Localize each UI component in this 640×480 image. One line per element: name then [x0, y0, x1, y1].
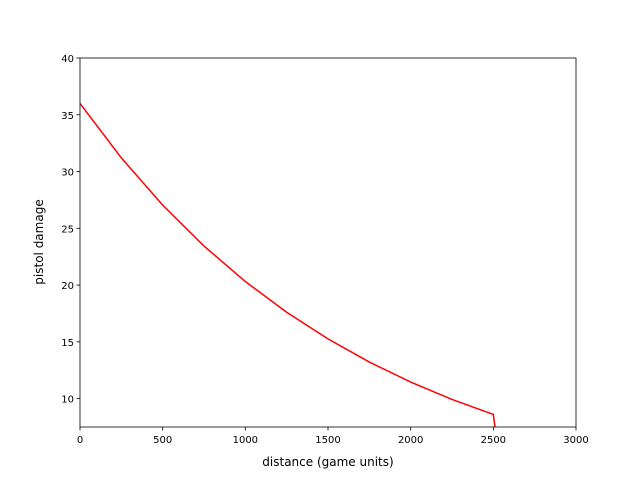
x-tick-label: 1000 [233, 435, 258, 446]
x-axis-label: distance (game units) [262, 455, 393, 469]
x-tick-label: 3000 [563, 435, 588, 446]
y-tick-label: 15 [61, 338, 74, 349]
y-axis-label: pistol damage [32, 199, 46, 284]
y-tick-label: 30 [61, 168, 74, 179]
x-tick-label: 500 [153, 435, 172, 446]
x-tick-label: 0 [77, 435, 83, 446]
x-tick-label: 2500 [481, 435, 506, 446]
y-tick-label: 25 [61, 224, 74, 235]
x-tick-label: 2000 [398, 435, 423, 446]
y-tick-label: 35 [61, 111, 74, 122]
y-tick-label: 40 [61, 54, 74, 65]
data-line [80, 102, 496, 427]
y-tick-label: 10 [61, 395, 74, 406]
y-tick-label: 20 [61, 281, 74, 292]
x-tick-label: 1500 [315, 435, 340, 446]
plot-frame [79, 57, 577, 428]
